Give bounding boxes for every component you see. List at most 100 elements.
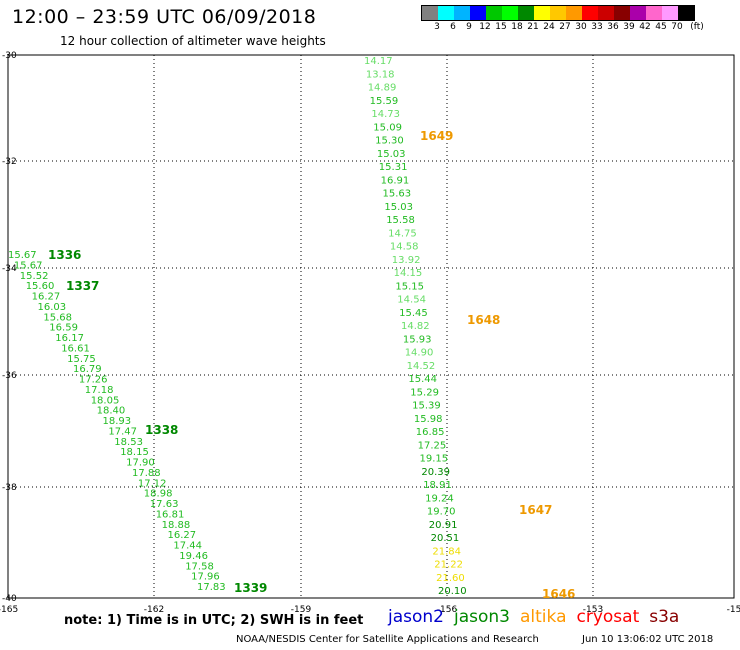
swh-value: 14.15 [394, 268, 423, 279]
color-scale-label: 70 [671, 22, 683, 32]
swh-value: 17.90 [126, 458, 155, 469]
swh-value: 13.92 [392, 255, 421, 266]
longitude-tick-label: -153 [583, 605, 603, 615]
swh-value: 15.03 [377, 149, 406, 160]
longitude-tick-label: -165 [0, 605, 18, 615]
swh-value: 18.15 [120, 447, 149, 458]
swh-value: 17.25 [418, 440, 447, 451]
color-swatch [662, 6, 678, 20]
track-time-labels: 1649 1648 1647 1646 1336 1337 1338 1339 [48, 129, 575, 601]
color-scale-label: 42 [639, 22, 651, 32]
pass-time-label: 1649 [420, 129, 453, 143]
map-subtitle: 12 hour collection of altimeter wave hei… [60, 34, 326, 48]
swh-value: 14.73 [371, 109, 400, 120]
color-scale-label: 39 [623, 22, 635, 32]
color-swatch [550, 6, 566, 20]
swh-value: 15.31 [379, 162, 408, 173]
latitude-tick-label: -36 [2, 371, 17, 381]
swh-value: 15.30 [375, 136, 404, 147]
swh-value: 14.52 [407, 361, 436, 372]
latitude-tick-label: -38 [2, 483, 17, 493]
latitude-tick-label: -40 [2, 594, 17, 604]
swh-value: 14.89 [368, 83, 397, 94]
track-points: 14.17 13.18 14.89 15.59 14.73 15.09 15.30 15.03… [8, 56, 467, 597]
color-swatch [534, 6, 550, 20]
color-swatch [646, 6, 662, 20]
swh-value: 14.90 [405, 348, 434, 359]
swh-value: 20.91 [429, 520, 458, 531]
color-scale-label: 3 [434, 22, 440, 32]
swh-value: 18.93 [103, 416, 132, 427]
map-grid [8, 55, 734, 598]
swh-value: 13.18 [366, 69, 395, 80]
color-scale-label: 36 [607, 22, 619, 32]
pass-time-label: 1339 [234, 581, 267, 595]
color-scale-bar [421, 5, 695, 21]
swh-value: 16.61 [61, 343, 90, 354]
swh-value: 19.15 [420, 454, 449, 465]
color-swatch [598, 6, 614, 20]
color-swatch [614, 6, 630, 20]
swh-value: 16.27 [32, 292, 61, 303]
swh-value: 15.98 [414, 414, 443, 425]
footer-credit: NOAA/NESDIS Center for Satellite Applica… [236, 634, 539, 645]
legend-item-s3a: s3a [649, 607, 680, 627]
legend-item-jason3: jason3 [454, 607, 510, 627]
map-frame [7, 54, 735, 599]
swh-value: 20.39 [421, 467, 450, 478]
longitude-tick-label: -15 [727, 605, 740, 615]
color-swatch [518, 6, 534, 20]
swh-value: 17.58 [185, 561, 214, 572]
color-swatch [502, 6, 518, 20]
swh-value: 18.53 [114, 437, 143, 448]
color-swatch [630, 6, 646, 20]
swh-value: 14.54 [397, 295, 426, 306]
map-border [7, 54, 735, 599]
swh-value: 17.26 [79, 375, 108, 386]
longitude-tick-label: -162 [144, 605, 164, 615]
pass-time-label: 1338 [145, 423, 178, 437]
swh-value: 15.09 [373, 122, 402, 133]
pass-time-label: 1648 [467, 313, 500, 327]
color-scale-label: 18 [511, 22, 523, 32]
color-scale-label: 21 [527, 22, 539, 32]
pass-time-label: 1647 [519, 503, 552, 517]
color-swatch [422, 6, 438, 20]
swh-value: 15.93 [403, 334, 432, 345]
swh-value: 18.88 [162, 520, 191, 531]
swh-value: 16.17 [55, 333, 84, 344]
swh-value: 18.91 [423, 480, 452, 491]
swh-value: 15.60 [26, 281, 55, 292]
latitude-tick-label: -34 [2, 264, 17, 274]
color-scale-label: 24 [543, 22, 555, 32]
color-scale-label: 6 [450, 22, 456, 32]
color-swatch [582, 6, 598, 20]
swh-value: 15.03 [384, 202, 413, 213]
swh-value: 18.98 [144, 489, 173, 500]
swh-value: 17.96 [191, 572, 220, 583]
swh-value: 21.22 [434, 560, 463, 571]
swh-value: 18.05 [91, 395, 120, 406]
swh-value: 20.10 [438, 586, 467, 597]
swh-value: 19.24 [425, 493, 454, 504]
swh-value: 15.58 [386, 215, 415, 226]
swh-value: 14.17 [364, 56, 393, 67]
swh-value: 16.03 [38, 302, 67, 313]
color-scale-label: 30 [575, 22, 587, 32]
swh-value: 20.51 [431, 533, 460, 544]
swh-value: 14.58 [390, 242, 419, 253]
swh-value: 21.84 [432, 546, 461, 557]
pass-time-label: 1336 [48, 248, 81, 262]
swh-value: 16.27 [168, 530, 197, 541]
satellite-legend: jason2 jason3 altika cryosat s3a [388, 607, 689, 627]
color-scale-label: 12 [479, 22, 491, 32]
swh-value: 15.52 [20, 271, 49, 282]
swh-value: 15.75 [67, 354, 96, 365]
legend-item-cryosat: cryosat [576, 607, 640, 627]
swh-value: 16.59 [49, 323, 78, 334]
swh-value: 15.67 [14, 260, 43, 271]
swh-value: 17.18 [85, 385, 114, 396]
longitude-tick-label: -159 [291, 605, 312, 615]
swh-value: 17.44 [173, 541, 202, 552]
